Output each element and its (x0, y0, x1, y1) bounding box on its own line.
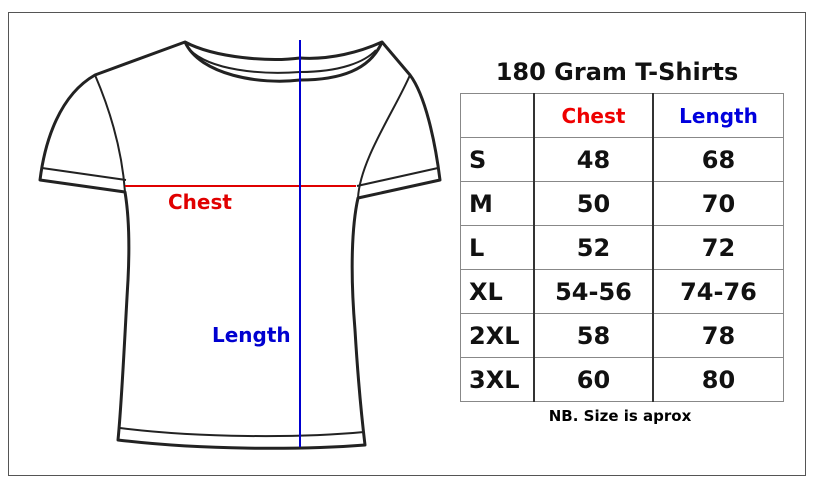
size-cell: M (460, 181, 535, 226)
length-cell: 80 (652, 357, 784, 402)
tshirt-outline (38, 40, 442, 450)
table-row: 2XL 58 78 (460, 313, 784, 358)
length-cell: 70 (652, 181, 784, 226)
tshirt-illustration (38, 40, 442, 450)
chest-label: Chest (168, 190, 232, 214)
length-cell: 68 (652, 137, 784, 182)
chest-cell: 52 (533, 225, 654, 270)
chest-cell: 48 (533, 137, 654, 182)
table-row: 3XL 60 80 (460, 357, 784, 402)
collar (183, 41, 384, 83)
header-length: Length (652, 93, 784, 138)
chest-cell: 54-56 (533, 269, 654, 314)
size-table: Chest Length S 48 68 M 50 70 L 52 72 XL 54-56 74… (460, 93, 784, 402)
length-cell: 72 (652, 225, 784, 270)
table-header-row: Chest Length (460, 93, 784, 138)
length-cell: 74-76 (652, 269, 784, 314)
header-chest: Chest (533, 93, 654, 138)
size-cell: 3XL (460, 357, 535, 402)
header-size (460, 93, 535, 138)
table-row: XL 54-56 74-76 (460, 269, 784, 314)
size-cell: S (460, 137, 535, 182)
length-label: Length (212, 323, 291, 347)
table-row: L 52 72 (460, 225, 784, 270)
chest-cell: 58 (533, 313, 654, 358)
chest-cell: 60 (533, 357, 654, 402)
chest-cell: 50 (533, 181, 654, 226)
size-cell: XL (460, 269, 535, 314)
size-cell: 2XL (460, 313, 535, 358)
table-row: S 48 68 (460, 137, 784, 182)
image-frame (8, 12, 806, 476)
size-cell: L (460, 225, 535, 270)
length-cell: 78 (652, 313, 784, 358)
size-note: NB. Size is aprox (548, 407, 692, 425)
table-row: M 50 70 (460, 181, 784, 226)
chart-title: 180 Gram T-Shirts (495, 58, 739, 86)
